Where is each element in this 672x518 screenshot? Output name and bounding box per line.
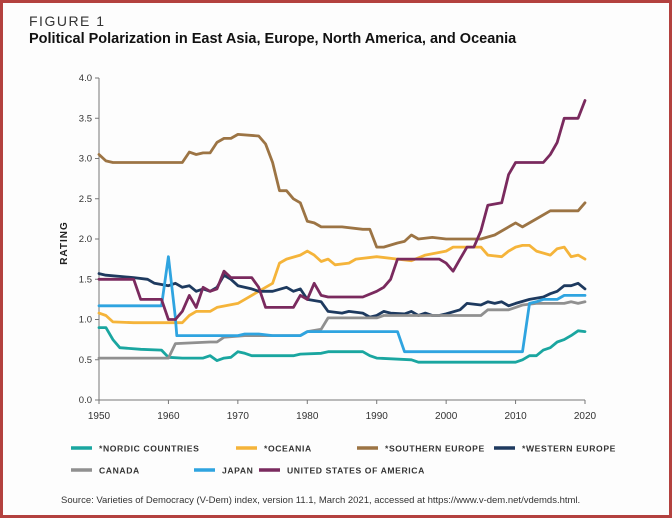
y-tick-label: 3.0 [79,154,92,165]
legend-label-western-europe: *WESTERN EUROPE [522,444,616,454]
legend-label-united-states-of-america: UNITED STATES OF AMERICA [287,466,425,476]
y-tick-label: 0.0 [79,395,92,406]
y-tick-label: 1.0 [79,315,92,326]
series-line-nordic-countries [97,326,587,364]
x-tick-label: 1960 [157,411,180,422]
legend: *NORDIC COUNTRIES *OCEANIA *SOUTHERN EUROP… [71,444,616,476]
y-tick-label: 0.5 [79,355,92,366]
series-line-japan [97,255,587,354]
series-lines [97,99,587,364]
source-note: Source: Varieties of Democracy (V-Dem) i… [61,495,581,506]
legend-label-oceania: *OCEANIA [264,444,312,454]
x-tick-label: 1950 [88,411,111,422]
x-tick-label: 1980 [296,411,319,422]
x-tick-label: 2000 [435,411,458,422]
y-axis-label: RATING [59,221,70,265]
x-tick-label: 1990 [366,411,389,422]
legend-label-southern-europe: *SOUTHERN EUROPE [385,444,485,454]
x-tick-label: 2010 [504,411,527,422]
y-axis: 0.0 0.5 1.0 1.5 2.0 2.5 3.0 3.5 4.0 [79,73,100,406]
series-line-western-europe [97,272,587,319]
legend-label-japan: JAPAN [222,466,254,476]
x-axis: 1950 1960 1970 1980 1990 2000 2010 2020 [88,399,597,422]
y-tick-label: 4.0 [79,73,92,84]
legend-label-nordic-countries: *NORDIC COUNTRIES [99,444,199,454]
line-chart: 0.0 0.5 1.0 1.5 2.0 2.5 3.0 3.5 4.0 1950 1960 1970… [59,73,616,476]
chart-title: Political Polarization in East Asia, Eur… [29,31,517,47]
x-tick-label: 2020 [574,411,597,422]
figure-label: FIGURE 1 [29,13,106,29]
y-tick-label: 1.5 [79,274,92,285]
series-line-united-states-of-america [97,99,587,321]
y-tick-label: 2.5 [79,194,92,205]
series-line-canada [97,300,587,360]
series-line-southern-europe [97,133,587,249]
series-line-oceania [97,244,587,325]
y-tick-label: 2.0 [79,234,92,245]
y-tick-label: 3.5 [79,113,92,124]
x-tick-label: 1970 [227,411,250,422]
legend-label-canada: CANADA [99,466,140,476]
